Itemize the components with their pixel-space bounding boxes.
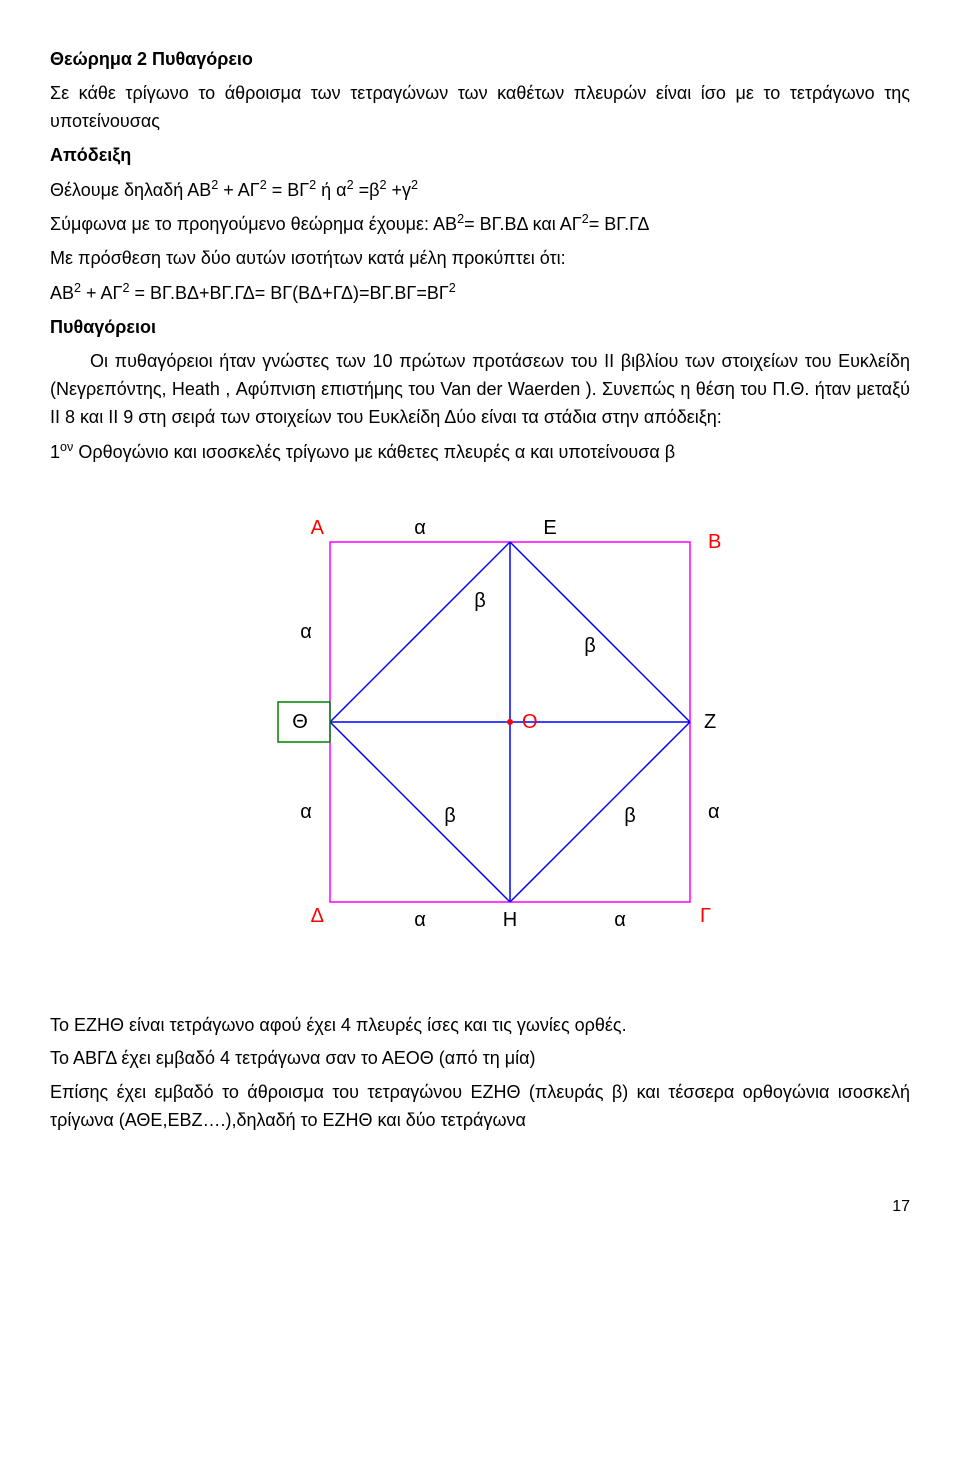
theorem-statement: Σε κάθε τρίγωνο το άθροισμα των τετραγών… (50, 80, 910, 136)
svg-text:Ε: Ε (543, 517, 556, 539)
eq2-a: Σύμφωνα με το προηγούμενο θεώρημα έχουμε… (50, 214, 457, 234)
pyth-label: Πυθαγόρειοι (50, 314, 910, 342)
svg-text:β: β (584, 635, 596, 657)
svg-text:Ζ: Ζ (704, 711, 716, 733)
svg-text:β: β (624, 805, 636, 827)
step1-num: 1 (50, 442, 60, 462)
svg-text:α: α (414, 909, 426, 931)
svg-text:Ο: Ο (522, 711, 538, 733)
equation-2: Σύμφωνα με το προηγούμενο θεώρημα έχουμε… (50, 210, 910, 239)
proof-label: Απόδειξη (50, 142, 910, 170)
svg-text:α: α (708, 801, 720, 823)
eq2-c: = ΒΓ.ΓΔ (589, 214, 650, 234)
svg-text:Α: Α (311, 517, 325, 539)
eq2-b: = ΒΓ.ΒΔ και ΑΓ (464, 214, 582, 234)
step-1: 1ον Ορθογώνιο και ισοσκελές τρίγωνο με κ… (50, 438, 910, 467)
page-number: 17 (50, 1195, 910, 1220)
svg-text:Η: Η (503, 909, 517, 931)
conclusion-3: Επίσης έχει εμβαδό το άθροισμα του τετρα… (50, 1079, 910, 1135)
svg-text:α: α (300, 621, 312, 643)
pyth-paragraph: Οι πυθαγόρειοι ήταν γνώστες των 10 πρώτω… (50, 348, 910, 432)
eq1-f: +γ (386, 180, 411, 200)
equation-3-intro: Με πρόσθεση των δύο αυτών ισοτήτων κατά … (50, 245, 910, 273)
svg-text:Δ: Δ (311, 905, 324, 927)
eq1-c: = ΒΓ (267, 180, 309, 200)
step1-text: Ορθογώνιο και ισοσκελές τρίγωνο με κάθετ… (73, 442, 675, 462)
eq1-a: Θέλουμε δηλαδή ΑΒ (50, 180, 211, 200)
conclusion-2: Το ΑΒΓΔ έχει εμβαδό 4 τετράγωνα σαν το Α… (50, 1045, 910, 1073)
eq3-b: + ΑΓ (81, 283, 122, 303)
svg-text:α: α (414, 517, 426, 539)
eq1-b: + ΑΓ (218, 180, 259, 200)
eq1-e: =β (354, 180, 380, 200)
equation-1: Θέλουμε δηλαδή ΑΒ2 + ΑΓ2 = ΒΓ2 ή α2 =β2 … (50, 176, 910, 205)
diagram-container: Α Β Γ Δ Ε Ζ Η Θ Οα α α α α α β β β β (50, 492, 910, 972)
eq3-a: ΑΒ (50, 283, 74, 303)
geometry-diagram: Α Β Γ Δ Ε Ζ Η Θ Οα α α α α α β β β β (220, 492, 740, 972)
svg-text:α: α (614, 909, 626, 931)
conclusion-1: Το ΕΖΗΘ είναι τετράγωνο αφού έχει 4 πλευ… (50, 1012, 910, 1040)
svg-text:β: β (474, 590, 486, 612)
theorem-title: Θεώρημα 2 Πυθαγόρειο (50, 46, 910, 74)
eq3-c: = ΒΓ.ΒΔ+ΒΓ.ΓΔ= ΒΓ(ΒΔ+ΓΔ)=ΒΓ.ΒΓ=ΒΓ (130, 283, 449, 303)
eq1-d: ή α (316, 180, 346, 200)
svg-text:Β: Β (708, 531, 721, 553)
svg-text:β: β (444, 805, 456, 827)
svg-text:α: α (300, 801, 312, 823)
svg-text:Θ: Θ (292, 711, 308, 733)
step1-sup: ον (60, 440, 73, 454)
svg-text:Γ: Γ (700, 905, 711, 927)
equation-3: ΑΒ2 + ΑΓ2 = ΒΓ.ΒΔ+ΒΓ.ΓΔ= ΒΓ(ΒΔ+ΓΔ)=ΒΓ.ΒΓ… (50, 279, 910, 308)
